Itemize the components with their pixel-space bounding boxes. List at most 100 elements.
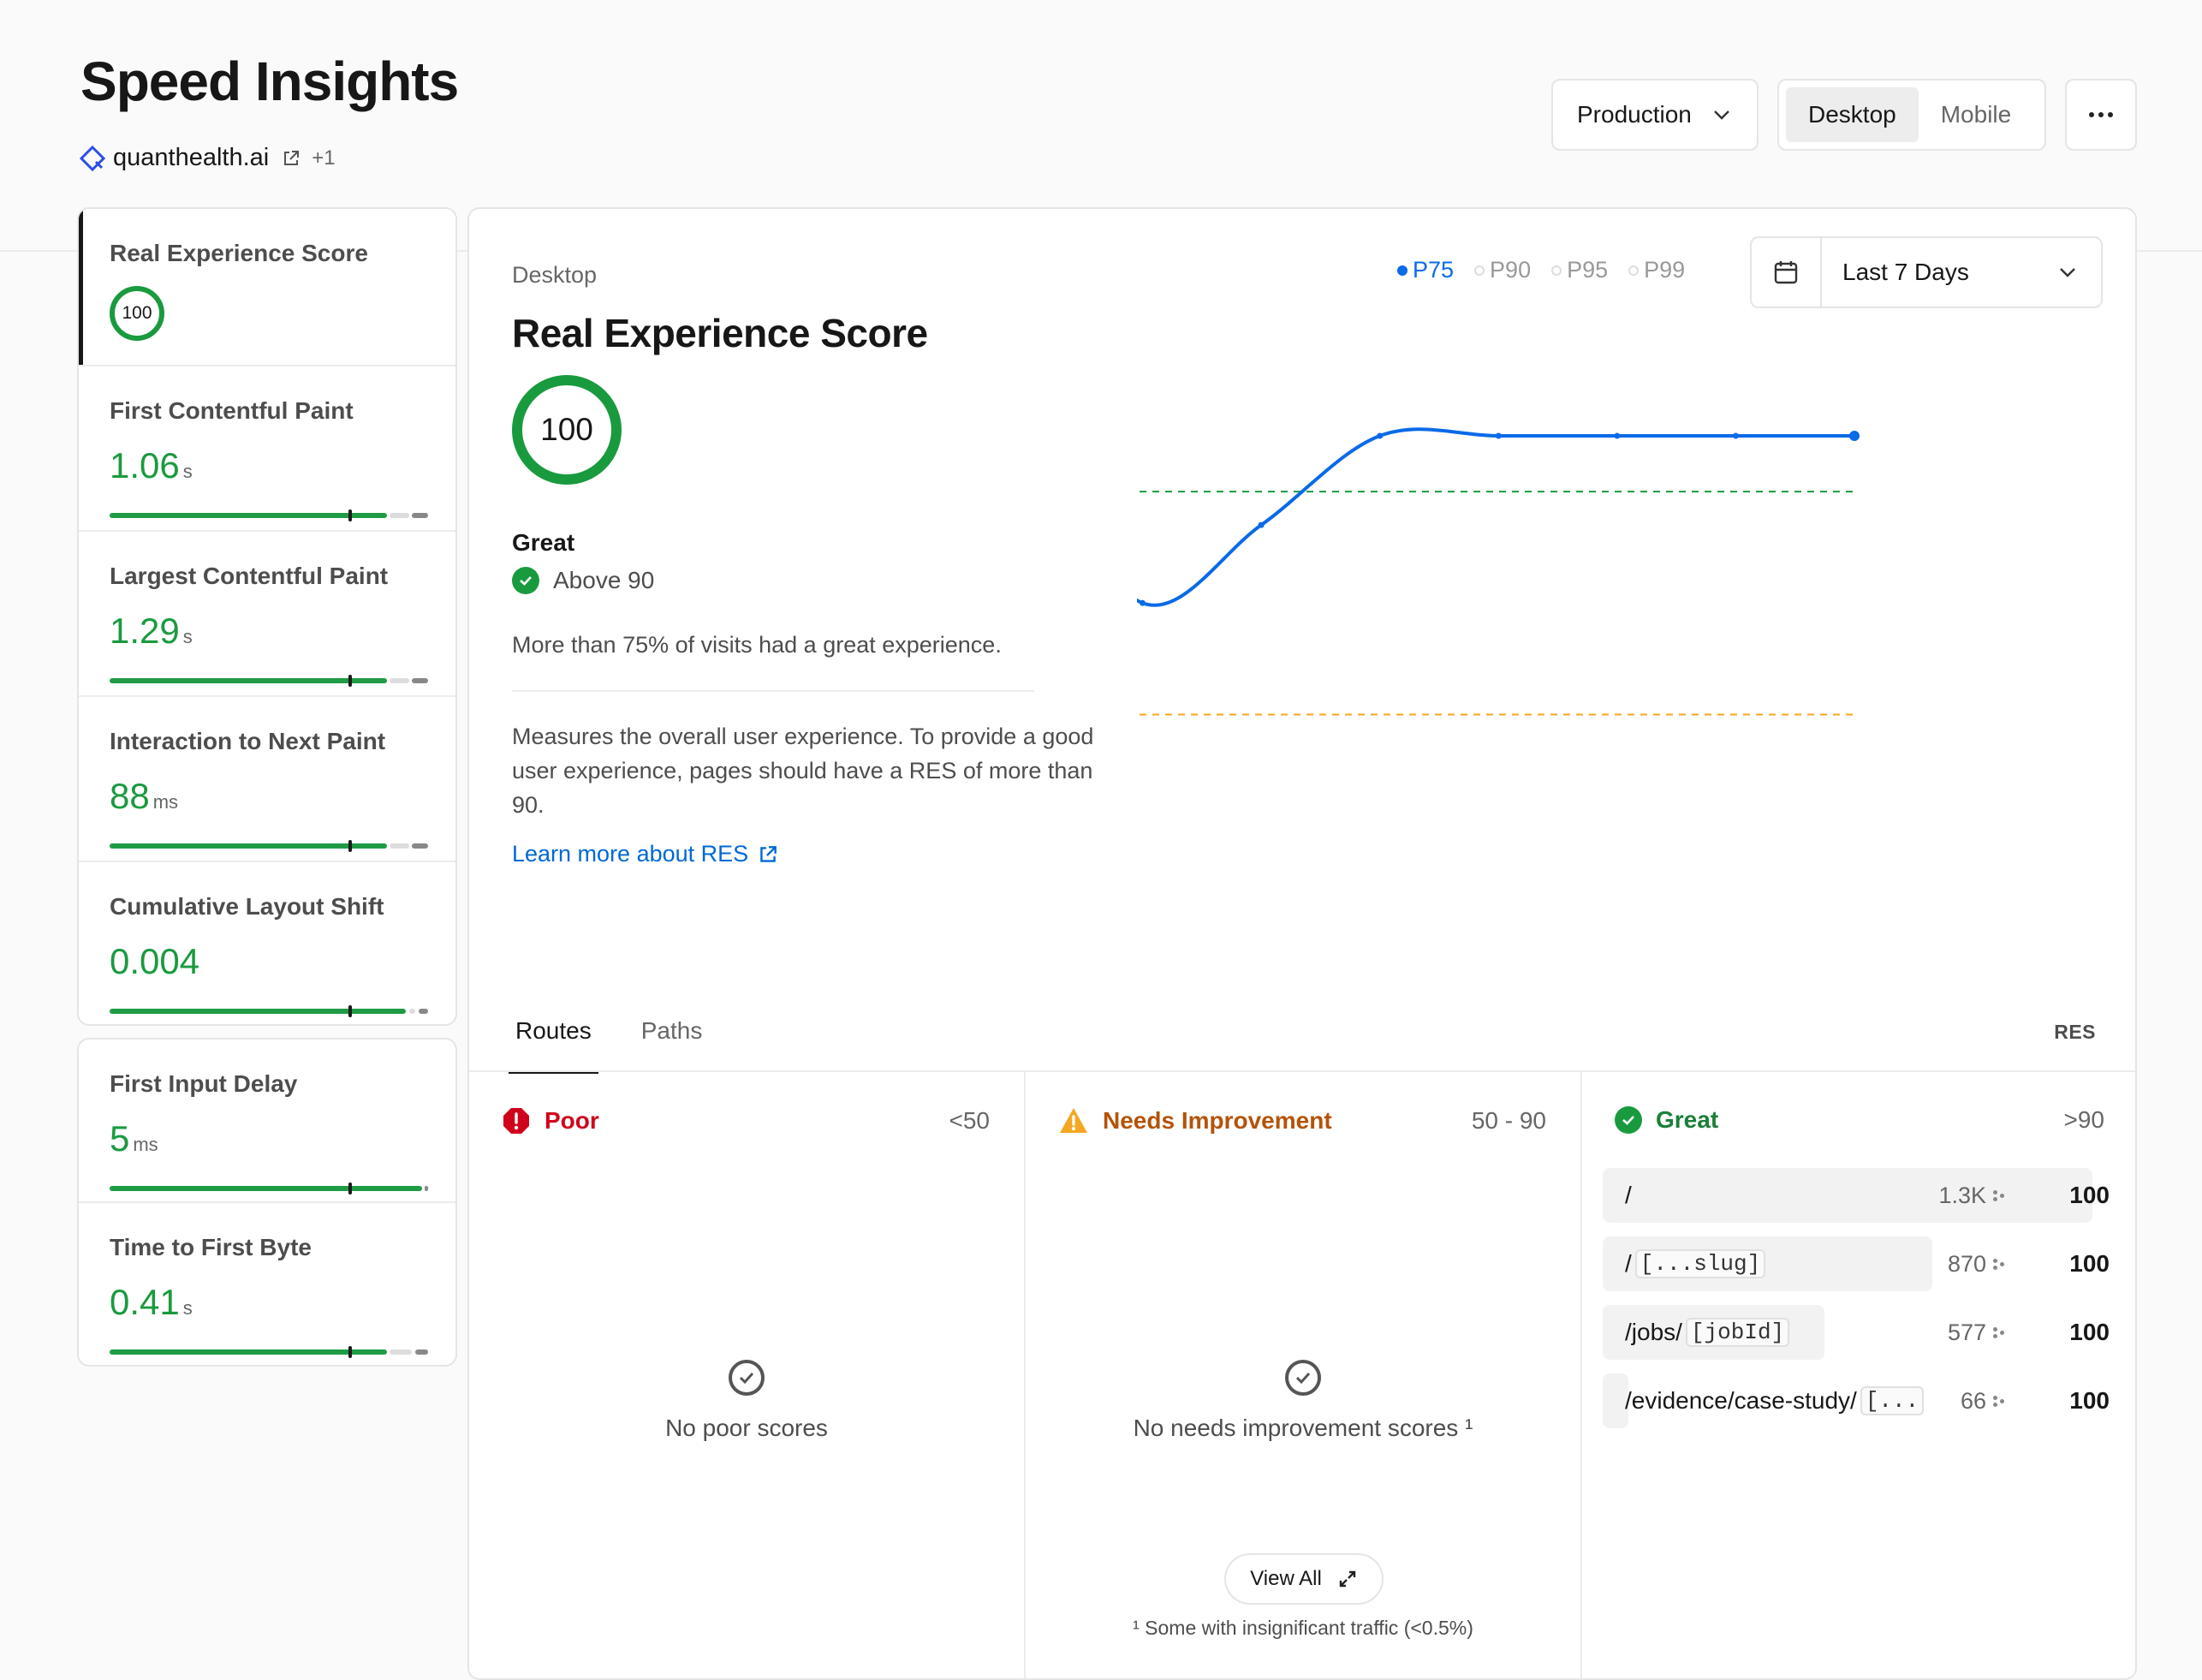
metric-label: Cumulative Layout Shift — [110, 893, 384, 920]
environment-select[interactable]: Production — [1551, 79, 1759, 151]
site-link[interactable]: quanthealth.ai +1 — [79, 144, 336, 172]
tabs-divider — [469, 1070, 2135, 1072]
percentile-p95[interactable]: P95 — [1551, 257, 1608, 283]
environment-label: Production — [1577, 101, 1692, 128]
metric-value: 1.29 s — [110, 611, 193, 651]
great-label-group: Great — [1615, 1106, 1718, 1134]
device-toggle[interactable]: Desktop Mobile — [1777, 79, 2046, 151]
percentile-p75[interactable]: P75 — [1397, 257, 1454, 283]
route-row[interactable]: /jobs/[jobId] 577 100 — [1603, 1305, 2118, 1360]
percentile-p99[interactable]: P99 — [1628, 257, 1685, 283]
device-tab-mobile[interactable]: Mobile — [1940, 101, 2012, 128]
poor-column: Poor <50 No poor scores — [469, 1072, 1026, 1678]
percentile-label: P90 — [1490, 257, 1532, 283]
poor-range: <50 — [949, 1107, 991, 1134]
metric-fcp[interactable]: First Contentful Paint 1.06 s — [79, 366, 455, 532]
view-all-button[interactable]: View All — [1224, 1553, 1384, 1605]
percentile-label: P75 — [1413, 257, 1455, 283]
route-score: 100 — [2069, 1387, 2110, 1414]
poor-label-group: Poor — [502, 1106, 599, 1135]
traffic-share-bar — [1603, 1168, 2092, 1223]
external-link-icon[interactable] — [281, 148, 301, 169]
date-range-select[interactable]: Last 7 Days — [1750, 236, 2103, 308]
page-title: Speed Insights — [80, 51, 459, 112]
metric-fid[interactable]: First Input Delay 5 ms — [79, 1040, 455, 1203]
data-point — [1258, 521, 1265, 528]
more-options-button[interactable] — [2065, 79, 2137, 151]
panel-title: Real Experience Score — [512, 311, 928, 355]
metric-distribution-bar — [110, 1346, 428, 1358]
score-ring-large: 100 — [512, 375, 622, 485]
needs-header: Needs Improvement 50 - 90 — [1058, 1106, 1546, 1135]
metric-value: 5 ms — [110, 1118, 158, 1159]
ellipsis-icon — [2089, 112, 2113, 117]
percentile-p90[interactable]: P90 — [1474, 257, 1531, 283]
route-visits: 577 — [1948, 1320, 2007, 1346]
metric-label: Largest Contentful Paint — [110, 563, 389, 589]
route-path: /jobs/[jobId] — [1603, 1318, 1790, 1347]
res-line-chart: 10009050Mar 8Mar 9Mar 10Mar 11Mar 12Mar … — [1137, 427, 1860, 716]
percentile-legend: P75 P90 P95 P99 — [1397, 257, 1685, 283]
metric-distribution-bar — [110, 840, 428, 852]
metric-label: First Input Delay — [110, 1070, 298, 1097]
metric-value: 0.004 — [110, 941, 200, 981]
visits-icon — [1993, 1394, 2007, 1408]
route-score: 100 — [2069, 1182, 2110, 1208]
expand-icon — [1339, 1570, 1355, 1588]
alert-octagon-icon — [503, 1108, 529, 1134]
poor-empty-state: No poor scores — [469, 1360, 1024, 1442]
metric-cls[interactable]: Cumulative Layout Shift 0.004 — [79, 862, 455, 1024]
data-point — [1732, 432, 1739, 439]
metric-distribution-bar — [110, 509, 428, 521]
tab-paths[interactable]: Paths — [640, 1017, 703, 1044]
route-path: /evidence/case-study/[... — [1603, 1386, 1925, 1415]
data-point — [1377, 432, 1384, 439]
route-visits: 870 — [1948, 1251, 2007, 1278]
site-name[interactable]: quanthealth.ai — [113, 144, 270, 171]
check-circle-icon — [512, 567, 539, 594]
percentile-label: P95 — [1567, 257, 1609, 283]
metric-lcp[interactable]: Largest Contentful Paint 1.29 s — [79, 532, 455, 697]
check-circle-outline-icon — [1285, 1360, 1321, 1396]
project-logo-icon — [79, 145, 106, 171]
learn-more-label: Learn more about RES — [512, 841, 749, 867]
calendar-icon[interactable] — [1752, 238, 1822, 307]
needs-empty-text: No needs improvement scores ¹ — [1133, 1415, 1473, 1441]
visits-icon — [1993, 1189, 2007, 1202]
route-path: / [...slug] — [1603, 1249, 1766, 1278]
great-header: Great >90 — [1615, 1106, 2104, 1134]
metric-distribution-bar — [110, 675, 428, 687]
poor-empty-text: No poor scores — [665, 1415, 828, 1441]
route-row[interactable]: / [...slug] 870 100 — [1603, 1236, 2118, 1291]
threshold-row: Above 90 — [512, 567, 654, 594]
device-tab-desktop[interactable]: Desktop — [1786, 87, 1919, 142]
traffic-share-bar — [1603, 1373, 1629, 1428]
route-score: 100 — [2069, 1319, 2110, 1345]
great-column: Great >90 / 1.3K 100 /[...slug] 870 100 … — [1582, 1072, 2135, 1678]
metric-res[interactable]: Real Experience Score 100 — [79, 209, 455, 366]
res-column-label: RES — [2054, 1021, 2096, 1043]
warning-triangle-icon — [1060, 1108, 1087, 1133]
route-score: 100 — [2069, 1250, 2110, 1277]
tab-routes[interactable]: Routes — [509, 1014, 598, 1074]
view-all-label: View All — [1250, 1567, 1322, 1590]
great-label: Great — [1656, 1106, 1719, 1133]
route-row[interactable]: / 1.3K 100 — [1603, 1168, 2118, 1223]
series-line-p75 — [1137, 427, 1854, 607]
metric-ttfb[interactable]: Time to First Byte 0.41 s — [79, 1203, 455, 1365]
needs-label-group: Needs Improvement — [1058, 1106, 1332, 1135]
learn-more-link[interactable]: Learn more about RES — [512, 841, 779, 867]
metric-inp[interactable]: Interaction to Next Paint 88 ms — [79, 697, 455, 862]
poor-label: Poor — [545, 1107, 599, 1134]
chevron-down-icon — [2060, 268, 2075, 277]
site-extra-count[interactable]: +1 — [312, 146, 336, 170]
legend-dot — [1397, 265, 1407, 276]
date-range-value[interactable]: Last 7 Days — [1822, 259, 2101, 286]
data-point — [1140, 599, 1146, 606]
chevron-down-icon — [1714, 110, 1729, 120]
route-row[interactable]: /evidence/case-study/[... 66 100 — [1603, 1373, 2118, 1428]
metric-label: Interaction to Next Paint — [110, 728, 386, 754]
metric-value: 1.06 s — [110, 445, 193, 486]
data-point — [1849, 431, 1860, 441]
metric-distribution-bar — [110, 1005, 428, 1017]
